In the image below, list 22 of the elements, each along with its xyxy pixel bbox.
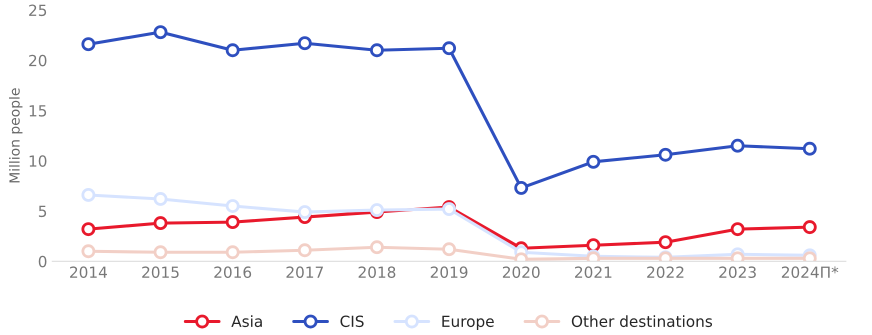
x-tick-label: 2015 xyxy=(142,266,179,278)
x-tick-label: 2024П* xyxy=(782,266,838,278)
y-tick-label: 0 xyxy=(38,256,46,268)
legend-label: Asia xyxy=(231,315,262,328)
x-tick-label: 2020 xyxy=(502,266,540,278)
y-tick-label: 20 xyxy=(29,54,46,66)
y-tick-label: 5 xyxy=(38,206,46,218)
legend-label: Europe xyxy=(442,316,494,330)
x-tick-label: 2022 xyxy=(647,266,684,278)
legend-label: CIS xyxy=(340,316,364,328)
x-tick-label: 2014 xyxy=(70,266,107,278)
y-tick-label: 15 xyxy=(30,105,46,117)
x-tick-label: 2017 xyxy=(286,266,323,278)
x-tick-label: 2016 xyxy=(214,266,252,278)
x-tick-label: 2018 xyxy=(358,266,396,278)
x-tick-label: 2019 xyxy=(430,266,468,278)
y-tick-label: 10 xyxy=(30,155,46,167)
y-tick-label: 25 xyxy=(29,4,46,16)
y-axis-title: Million people xyxy=(9,88,22,182)
x-tick-label: 2021 xyxy=(575,266,612,278)
x-tick-label: 2023 xyxy=(719,266,756,278)
legend-label: Other destinations xyxy=(572,315,712,328)
